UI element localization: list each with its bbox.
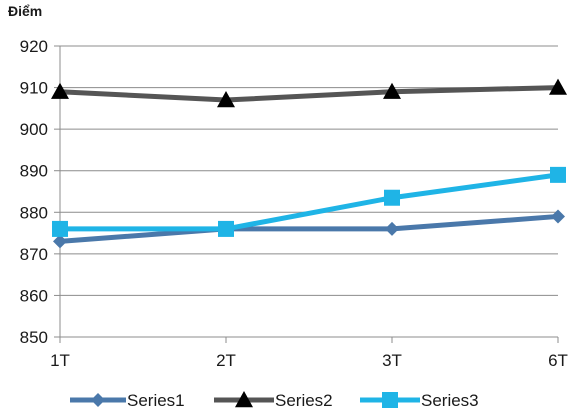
y-tick-label: 890 bbox=[20, 162, 48, 181]
x-tick-label: 1T bbox=[50, 351, 70, 370]
legend-item-series2: Series2 bbox=[214, 391, 333, 410]
series-line bbox=[59, 85, 559, 103]
y-tick-label: 920 bbox=[20, 37, 48, 56]
y-tick-label: 850 bbox=[20, 328, 48, 347]
data-point bbox=[217, 91, 235, 108]
data-point bbox=[551, 209, 565, 224]
y-tick-label: 900 bbox=[20, 120, 48, 139]
y-axis-label: Điểm bbox=[8, 3, 42, 19]
data-point bbox=[549, 78, 567, 95]
series-line bbox=[60, 172, 559, 232]
x-tick-label: 2T bbox=[216, 351, 236, 370]
data-point bbox=[550, 166, 566, 183]
series-line bbox=[59, 213, 559, 244]
legend-label: Series3 bbox=[421, 391, 479, 410]
y-tick-label: 880 bbox=[20, 203, 48, 222]
legend-label: Series1 bbox=[127, 391, 185, 410]
y-tick-label: 910 bbox=[20, 79, 48, 98]
legend-marker bbox=[382, 392, 398, 408]
legend-item-series3: Series3 bbox=[360, 391, 479, 410]
y-tick-label: 860 bbox=[20, 286, 48, 305]
data-point bbox=[383, 82, 401, 99]
x-axis-ticks: 1T 2T 3T 6T bbox=[50, 337, 568, 370]
data-point bbox=[51, 82, 69, 99]
y-axis-ticks: 850 860 870 880 890 900 910 920 bbox=[20, 37, 60, 347]
y-tick-label: 870 bbox=[20, 245, 48, 264]
series-group bbox=[51, 78, 567, 249]
x-tick-label: 6T bbox=[548, 351, 568, 370]
data-point bbox=[384, 189, 400, 206]
data-point bbox=[53, 234, 67, 249]
legend-marker bbox=[235, 391, 253, 408]
legend-label: Series2 bbox=[275, 391, 333, 410]
series-2 bbox=[51, 78, 567, 108]
data-point bbox=[52, 220, 68, 237]
gridlines bbox=[60, 45, 558, 296]
legend: Series1 Series2 Series3 bbox=[70, 391, 479, 410]
legend-item-series1: Series1 bbox=[70, 391, 185, 410]
series-3 bbox=[52, 166, 566, 237]
legend-marker bbox=[91, 393, 105, 407]
data-point bbox=[218, 220, 234, 237]
x-tick-label: 3T bbox=[382, 351, 402, 370]
data-point bbox=[385, 221, 399, 236]
